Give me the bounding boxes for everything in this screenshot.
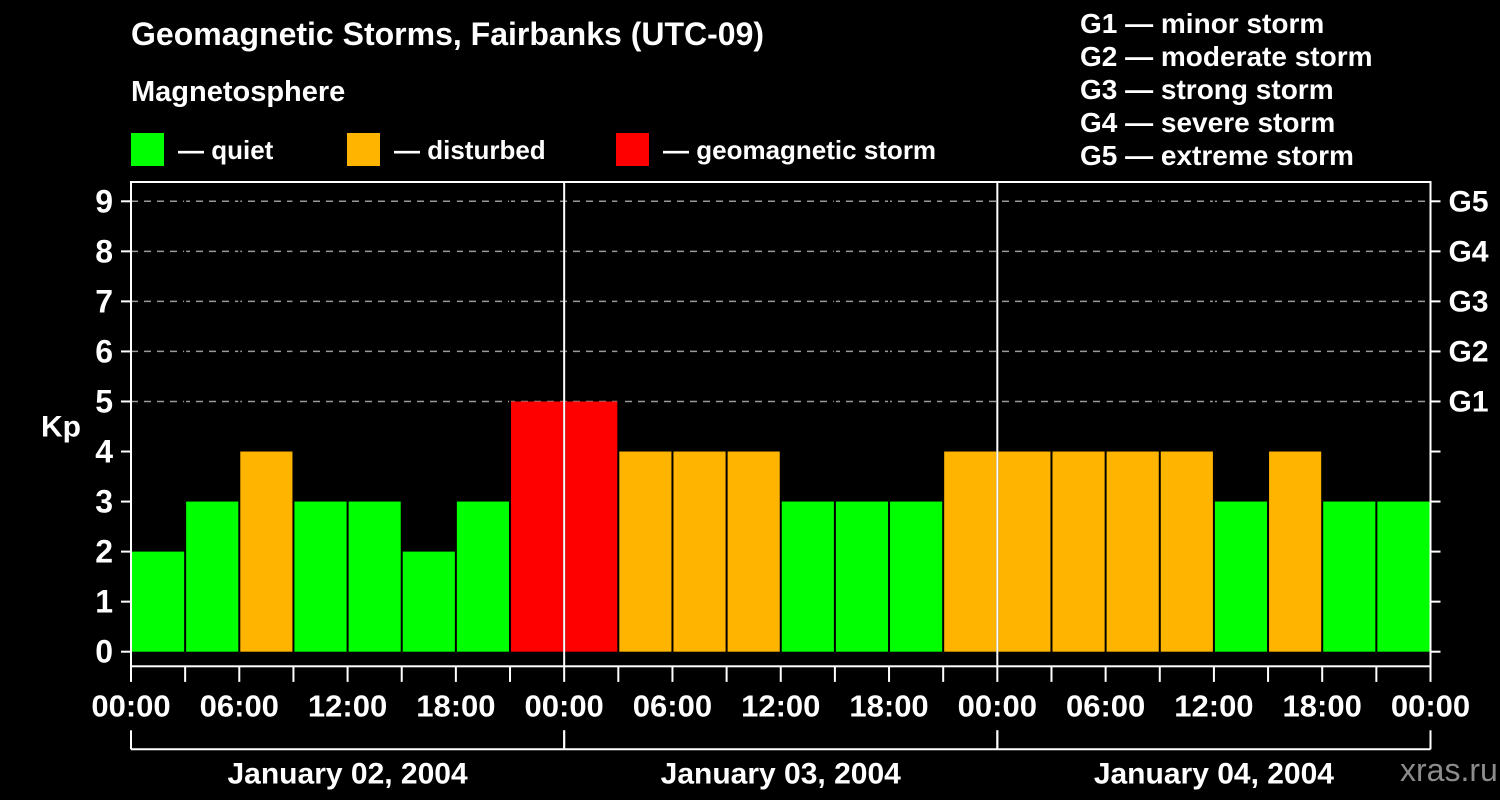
svg-text:06:00: 06:00 [1066, 688, 1145, 723]
svg-text:G2: G2 [1449, 335, 1489, 368]
svg-text:5: 5 [95, 383, 113, 419]
svg-text:18:00: 18:00 [1283, 688, 1362, 723]
svg-text:2: 2 [95, 534, 113, 570]
svg-text:G5: G5 [1449, 185, 1489, 218]
svg-text:12:00: 12:00 [1174, 688, 1253, 723]
svg-text:00:00: 00:00 [1391, 688, 1470, 723]
svg-text:12:00: 12:00 [308, 688, 387, 723]
svg-text:9: 9 [95, 183, 113, 219]
svg-text:00:00: 00:00 [91, 688, 170, 723]
svg-text:7: 7 [95, 283, 113, 319]
svg-text:0: 0 [95, 634, 113, 670]
svg-text:4: 4 [95, 434, 113, 470]
svg-text:3: 3 [95, 484, 113, 520]
svg-text:Kp: Kp [41, 411, 81, 444]
svg-text:00:00: 00:00 [525, 688, 604, 723]
svg-text:12:00: 12:00 [741, 688, 820, 723]
svg-text:G3: G3 [1449, 285, 1489, 318]
svg-text:January 02, 2004: January 02, 2004 [227, 757, 467, 790]
svg-text:G1: G1 [1449, 385, 1489, 418]
svg-text:G4: G4 [1449, 235, 1489, 268]
svg-text:18:00: 18:00 [416, 688, 495, 723]
svg-text:January 04, 2004: January 04, 2004 [1094, 757, 1334, 790]
svg-text:06:00: 06:00 [200, 688, 279, 723]
svg-text:18:00: 18:00 [849, 688, 928, 723]
svg-text:06:00: 06:00 [633, 688, 712, 723]
svg-text:00:00: 00:00 [958, 688, 1037, 723]
svg-text:January 03, 2004: January 03, 2004 [661, 757, 901, 790]
svg-text:1: 1 [95, 584, 113, 620]
svg-text:6: 6 [95, 333, 113, 369]
svg-text:8: 8 [95, 233, 113, 269]
